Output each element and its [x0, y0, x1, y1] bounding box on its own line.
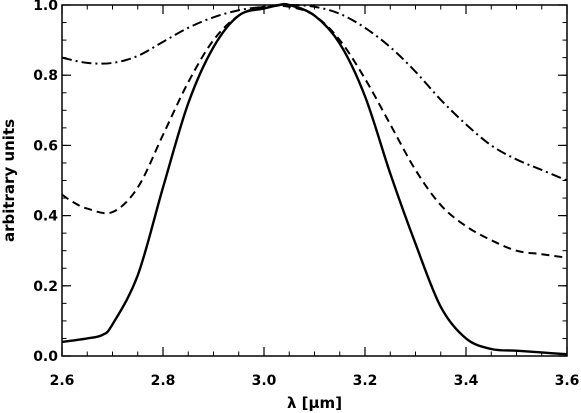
tick-labels-layer: 2.6 2.8 3.0 3.2 3.4 3.6 0.0 0.2 0.4 0.6 0.8 1.0: [33, 0, 579, 389]
series-layer: [61, 2, 568, 356]
series-line-dash-dot: [61, 4, 568, 182]
y-tick-label: 0.8: [33, 68, 58, 84]
x-tick-label: 3.4: [454, 373, 479, 389]
y-tick-label: 0.2: [33, 279, 58, 295]
y-tick-label: 0.4: [33, 209, 58, 225]
series-line-dashed: [61, 4, 568, 259]
x-tick-label: 3.2: [353, 373, 378, 389]
y-axis-label: arbitrary units: [0, 119, 18, 242]
y-tick-label: 0.6: [33, 138, 58, 154]
ticks-layer: [61, 4, 568, 357]
x-tick-label: 2.6: [50, 373, 75, 389]
x-tick-label: 3.0: [252, 373, 277, 389]
x-tick-label: 2.8: [151, 373, 176, 389]
series-line-solid: [61, 2, 568, 356]
x-axis-label: λ [μm]: [287, 394, 342, 412]
y-tick-label: 0.0: [33, 349, 58, 365]
x-tick-label: 3.6: [555, 373, 580, 389]
plot-frame: [61, 4, 568, 357]
y-tick-label: 1.0: [33, 0, 58, 14]
